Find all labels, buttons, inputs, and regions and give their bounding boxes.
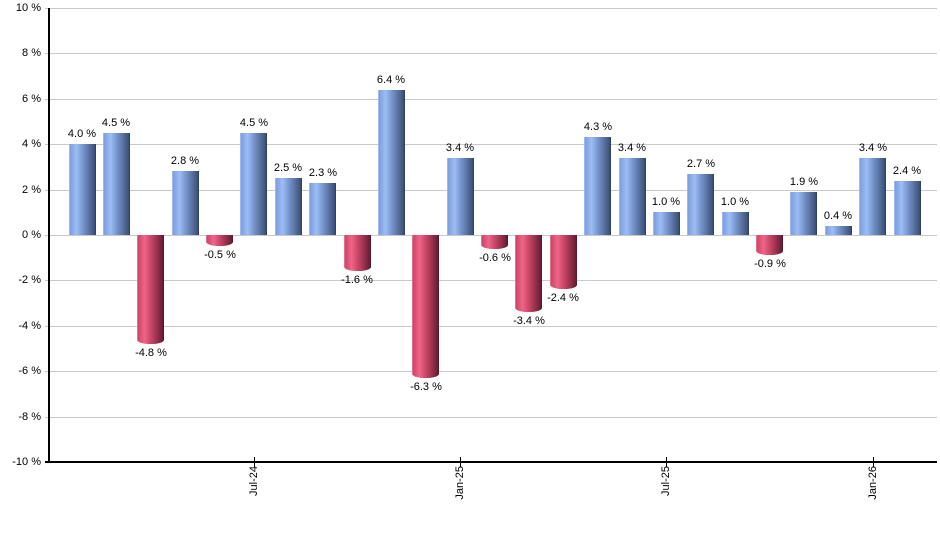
- bar-value-label-0: 4.0 %: [67, 128, 97, 140]
- x-axis-label-Jul-24: Jul-24: [248, 466, 260, 496]
- bar-0: [69, 144, 96, 235]
- bar-value-label-15: 4.3 %: [583, 121, 613, 133]
- bar-value-label-12: -0.6 %: [479, 252, 511, 264]
- bar-value-label-3: 2.8 %: [170, 155, 200, 167]
- bar-11: [447, 158, 474, 235]
- bar-value-label-21: 1.9 %: [789, 176, 819, 188]
- bar-1: [103, 133, 130, 235]
- y-axis-line: [48, 8, 50, 463]
- bar-18: [687, 174, 714, 235]
- bar-value-label-7: 2.3 %: [308, 167, 338, 179]
- bar-value-label-2: -4.8 %: [135, 347, 167, 359]
- bar-7: [309, 183, 336, 235]
- bar-value-label-6: 2.5 %: [273, 162, 303, 174]
- gridline--4pct: [45, 326, 937, 327]
- y-axis-label-10pct: 10 %: [15, 2, 41, 14]
- bar-20: [756, 235, 783, 255]
- bar-value-label-22: 0.4 %: [823, 210, 853, 222]
- y-axis-label-6pct: 6 %: [22, 93, 41, 105]
- bar-14: [550, 235, 577, 289]
- bar-6: [275, 178, 302, 235]
- gridline--2pct: [45, 280, 937, 281]
- bar-21: [790, 192, 817, 235]
- y-axis-label-8pct: 8 %: [22, 47, 41, 59]
- bar-15: [584, 137, 611, 235]
- y-axis-label-0pct: 0 %: [22, 229, 41, 241]
- bar-value-label-9: 6.4 %: [376, 74, 406, 86]
- bar-8: [344, 235, 371, 271]
- bar-19: [722, 212, 749, 235]
- y-axis-label--8pct: -8 %: [18, 411, 41, 423]
- bar-value-label-23: 3.4 %: [858, 142, 888, 154]
- bar-9: [378, 90, 405, 235]
- gridline-10pct: [45, 8, 937, 9]
- x-axis-label-Jul-25: Jul-25: [660, 466, 672, 496]
- y-axis-label--4pct: -4 %: [18, 320, 41, 332]
- bar-value-label-8: -1.6 %: [341, 274, 373, 286]
- bar-22: [825, 226, 852, 235]
- y-axis-label-2pct: 2 %: [22, 184, 41, 196]
- y-axis-label--10pct: -10 %: [12, 456, 41, 468]
- bar-value-label-4: -0.5 %: [204, 249, 236, 261]
- bar-value-label-5: 4.5 %: [239, 117, 269, 129]
- gridline-8pct: [45, 53, 937, 54]
- bar-value-label-10: -6.3 %: [410, 381, 442, 393]
- bar-23: [859, 158, 886, 235]
- bar-3: [172, 171, 199, 235]
- bar-24: [894, 181, 921, 235]
- gridline--8pct: [45, 417, 937, 418]
- bar-10: [412, 235, 439, 378]
- bar-13: [515, 235, 542, 312]
- bar-value-label-11: 3.4 %: [445, 142, 475, 154]
- gridline-6pct: [45, 99, 937, 100]
- bar-2: [137, 235, 164, 344]
- bar-value-label-14: -2.4 %: [547, 292, 579, 304]
- x-axis-label-Jan-26: Jan-26: [867, 466, 879, 500]
- bar-12: [481, 235, 508, 249]
- bar-value-label-17: 1.0 %: [651, 196, 681, 208]
- bar-value-label-24: 2.4 %: [892, 165, 922, 177]
- x-axis-label-Jan-25: Jan-25: [454, 466, 466, 500]
- gridline--6pct: [45, 371, 937, 372]
- bar-value-label-1: 4.5 %: [101, 117, 131, 129]
- bar-value-label-16: 3.4 %: [617, 142, 647, 154]
- bar-17: [653, 212, 680, 235]
- bar-16: [619, 158, 646, 235]
- x-axis-line: [45, 461, 937, 463]
- bar-value-label-18: 2.7 %: [686, 158, 716, 170]
- bar-value-label-13: -3.4 %: [513, 315, 545, 327]
- y-axis-label-4pct: 4 %: [22, 138, 41, 150]
- bar-value-label-19: 1.0 %: [720, 196, 750, 208]
- y-axis-label--2pct: -2 %: [18, 274, 41, 286]
- bar-5: [240, 133, 267, 235]
- bar-value-label-20: -0.9 %: [754, 258, 786, 270]
- y-axis-label--6pct: -6 %: [18, 365, 41, 377]
- bar-4: [206, 235, 233, 246]
